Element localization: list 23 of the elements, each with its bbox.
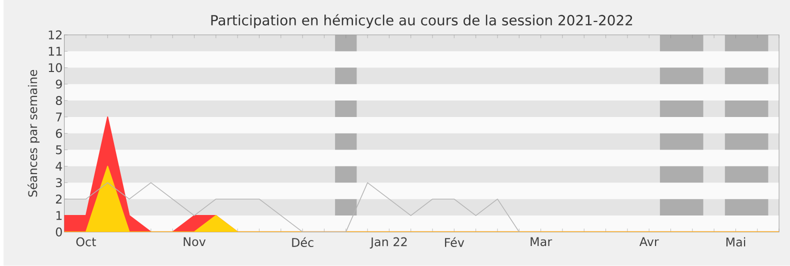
y-tick-label: 4: [56, 162, 62, 171]
y-tick-label: 10: [48, 63, 62, 72]
y-tick-label: 11: [48, 47, 62, 56]
x-tick-label: Fév: [445, 237, 464, 248]
x-tick-label: Oct: [76, 237, 96, 246]
y-axis-title: Séances par semaine: [27, 70, 40, 197]
y-tick-label: 9: [56, 80, 62, 89]
x-tick-label: Mar: [530, 237, 552, 246]
chart-title: Participation en hémicycle au cours de la session 2021-2022: [211, 14, 632, 28]
x-tick-label: Mai: [726, 237, 746, 247]
y-tick-label: 0: [56, 228, 62, 237]
y-tick-label: 1: [56, 211, 62, 220]
y-tick-label: 5: [56, 145, 62, 154]
y-tick-label: 3: [56, 178, 62, 188]
x-tick-label: Avr: [639, 237, 659, 246]
y-tick-label: 2: [56, 194, 62, 204]
y-tick-label: 8: [56, 96, 62, 106]
x-tick-label: Jan 22: [370, 237, 407, 249]
x-tick-label: Déc: [292, 237, 314, 248]
y-tick-label: 12: [48, 30, 62, 40]
x-tick-label: Nov: [184, 237, 206, 246]
y-tick-label: 6: [56, 128, 62, 138]
y-tick-label: 7: [56, 112, 62, 122]
